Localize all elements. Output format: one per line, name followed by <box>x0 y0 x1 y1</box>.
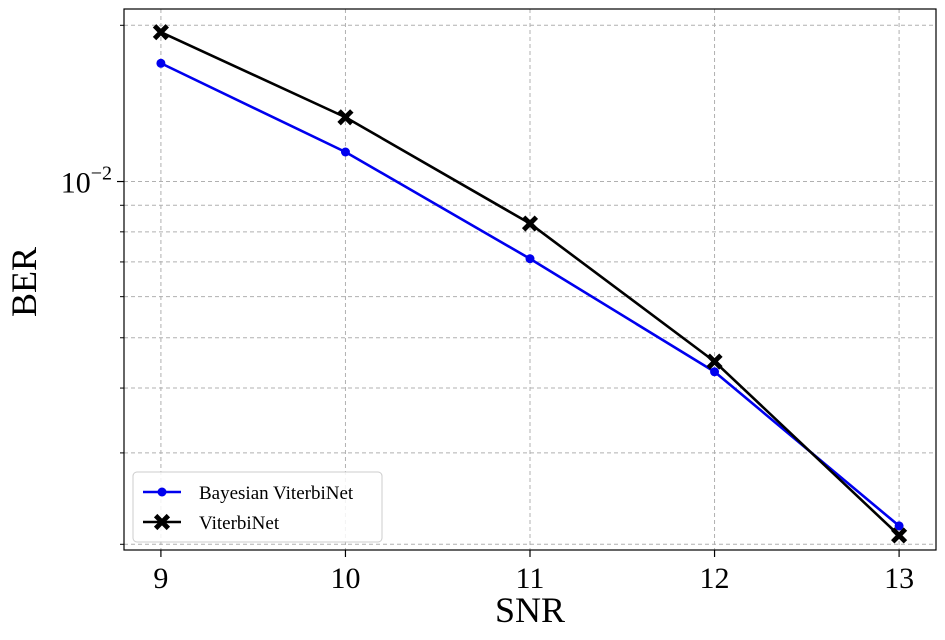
data-point <box>525 254 535 264</box>
x-tick-label: 10 <box>330 562 360 595</box>
legend-marker <box>157 487 167 497</box>
data-point <box>894 521 904 531</box>
series-layer <box>152 24 908 544</box>
legend-item: ViterbiNet <box>143 513 280 534</box>
y-axis-label: BER <box>4 247 44 317</box>
x-tick-label: 13 <box>884 562 914 595</box>
data-point <box>706 353 723 370</box>
series-2 <box>152 24 908 544</box>
y-tick-label: 10−2 <box>61 163 112 200</box>
legend-item: Bayesian ViterbiNet <box>143 483 354 504</box>
legend-label: Bayesian ViterbiNet <box>199 483 354 504</box>
series-line <box>160 62 900 527</box>
data-point <box>891 527 908 544</box>
legend: Bayesian ViterbiNet ViterbiNet <box>132 471 383 543</box>
data-point <box>156 58 166 68</box>
x-tick-label: 11 <box>516 562 545 595</box>
legend-box <box>132 471 383 543</box>
legend-marker <box>153 513 171 531</box>
y-axis: 10−2 <box>61 24 124 545</box>
plot-frame <box>123 8 937 551</box>
x-tick-label: 12 <box>700 562 730 595</box>
grid <box>124 9 936 550</box>
data-point <box>152 24 169 41</box>
x-tick-label: 9 <box>153 562 168 595</box>
legend-label: ViterbiNet <box>199 513 280 534</box>
x-axis: 9 10 11 12 13 <box>153 550 914 595</box>
data-point <box>521 215 539 232</box>
data-point <box>337 109 354 126</box>
data-point <box>710 367 720 377</box>
series-1 <box>156 58 904 531</box>
x-axis-label: SNR <box>495 590 565 630</box>
data-point <box>340 147 350 157</box>
